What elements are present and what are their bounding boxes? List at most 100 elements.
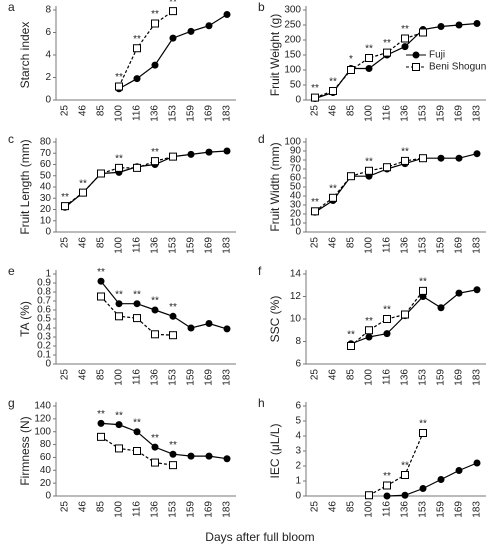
- x-tick-label: 183: [472, 237, 483, 254]
- significance-label: **: [401, 461, 409, 472]
- x-tick-label: 169: [204, 369, 215, 386]
- y-tick-label: 0: [45, 227, 51, 238]
- y-axis-label: SSC (%): [268, 296, 282, 343]
- y-axis-label: Fruit Width (mm): [268, 142, 282, 231]
- significance-label: **: [133, 289, 141, 300]
- point: [401, 43, 409, 51]
- x-tick-label: 116: [382, 105, 393, 121]
- y-tick-label: 14: [290, 269, 302, 280]
- significance-label: **: [79, 178, 87, 189]
- x-tick-label: 100: [364, 369, 375, 386]
- point: [169, 312, 177, 320]
- y-tick-label: 2: [45, 72, 51, 83]
- significance-label: **: [365, 156, 373, 167]
- point: [473, 286, 481, 294]
- point: [365, 65, 373, 72]
- y-tick-label: 100: [34, 426, 51, 437]
- point: [133, 314, 141, 323]
- x-tick-label: 25: [310, 369, 321, 381]
- significance-label: **: [115, 154, 123, 165]
- y-tick-label: 80: [40, 439, 52, 450]
- point: [383, 330, 391, 338]
- significance-label: **: [365, 316, 373, 327]
- x-tick-label: 25: [60, 237, 71, 249]
- point: [205, 320, 213, 327]
- point: [365, 491, 373, 500]
- point: [187, 27, 195, 35]
- y-tick-label: 0.9: [37, 278, 51, 289]
- point: [401, 491, 409, 499]
- x-tick-label: 25: [60, 501, 71, 513]
- y-axis-label: Fruit Weight (g): [268, 14, 282, 96]
- y-tick-label: 3: [295, 446, 301, 457]
- point: [365, 166, 373, 175]
- x-tick-label: 46: [328, 369, 339, 381]
- point: [455, 289, 463, 297]
- x-tick-label: 100: [364, 105, 375, 122]
- point: [401, 471, 409, 479]
- x-tick-label: 25: [310, 237, 321, 249]
- point: [97, 292, 105, 301]
- point: [437, 23, 445, 30]
- y-tick-label: 30: [40, 193, 52, 204]
- x-tick-label: 46: [328, 237, 339, 249]
- legend-label: Beni Shogun: [429, 62, 486, 73]
- x-tick-label: 25: [310, 105, 321, 117]
- significance-label: **: [419, 277, 427, 288]
- point: [473, 150, 481, 158]
- y-tick-label: 140: [34, 401, 51, 412]
- point: [419, 429, 427, 437]
- x-tick-label: 116: [132, 369, 143, 385]
- x-tick-label: 85: [96, 105, 107, 117]
- y-tick-label: 0: [45, 491, 51, 502]
- panel-label: f: [258, 264, 262, 278]
- point: [97, 277, 105, 285]
- x-tick-label: 85: [346, 369, 357, 381]
- x-tick-label: 183: [222, 237, 233, 254]
- y-tick-label: 10: [290, 218, 302, 229]
- point: [437, 154, 445, 162]
- point: [455, 154, 463, 162]
- point: [383, 481, 391, 490]
- x-tick-label: 46: [78, 501, 89, 513]
- significance-label: **: [329, 77, 337, 88]
- y-tick-label: 0: [45, 95, 51, 106]
- x-tick-label: 136: [150, 369, 161, 386]
- significance-label: **: [115, 72, 123, 83]
- y-tick-label: 10: [290, 314, 302, 325]
- point: [205, 452, 213, 460]
- y-tick-label: 70: [40, 148, 52, 159]
- x-tick-label: 100: [114, 105, 125, 122]
- y-tick-label: 0.4: [37, 323, 51, 334]
- y-tick-label: 0.7: [37, 296, 51, 307]
- point: [401, 310, 409, 319]
- series-line: [64, 150, 228, 208]
- point: [115, 163, 123, 172]
- x-axis-label: Days after full bloom: [205, 530, 314, 544]
- point: [169, 450, 177, 458]
- y-tick-label: 30: [290, 200, 302, 211]
- point: [419, 28, 427, 37]
- x-tick-label: 46: [78, 105, 89, 117]
- point: [61, 202, 69, 211]
- y-tick-label: 40: [40, 182, 52, 193]
- x-tick-label: 169: [454, 105, 465, 122]
- x-tick-label: 169: [454, 237, 465, 254]
- y-tick-label: 4: [295, 431, 301, 442]
- y-axis-label: Fruit Length (mm): [18, 139, 32, 234]
- series-line: [100, 436, 174, 466]
- x-tick-label: 116: [382, 501, 393, 517]
- significance-label: **: [383, 38, 391, 49]
- point: [133, 428, 141, 436]
- significance-label: **: [115, 289, 123, 300]
- significance-label: **: [169, 440, 177, 451]
- x-tick-label: 169: [204, 105, 215, 122]
- y-tick-label: 50: [290, 182, 302, 193]
- point: [365, 326, 373, 335]
- y-tick-label: 0.1: [37, 350, 51, 361]
- y-tick-label: 60: [40, 452, 52, 463]
- x-tick-label: 85: [346, 105, 357, 117]
- y-tick-label: 80: [40, 137, 52, 148]
- y-tick-label: 60: [40, 159, 52, 170]
- point: [151, 443, 159, 451]
